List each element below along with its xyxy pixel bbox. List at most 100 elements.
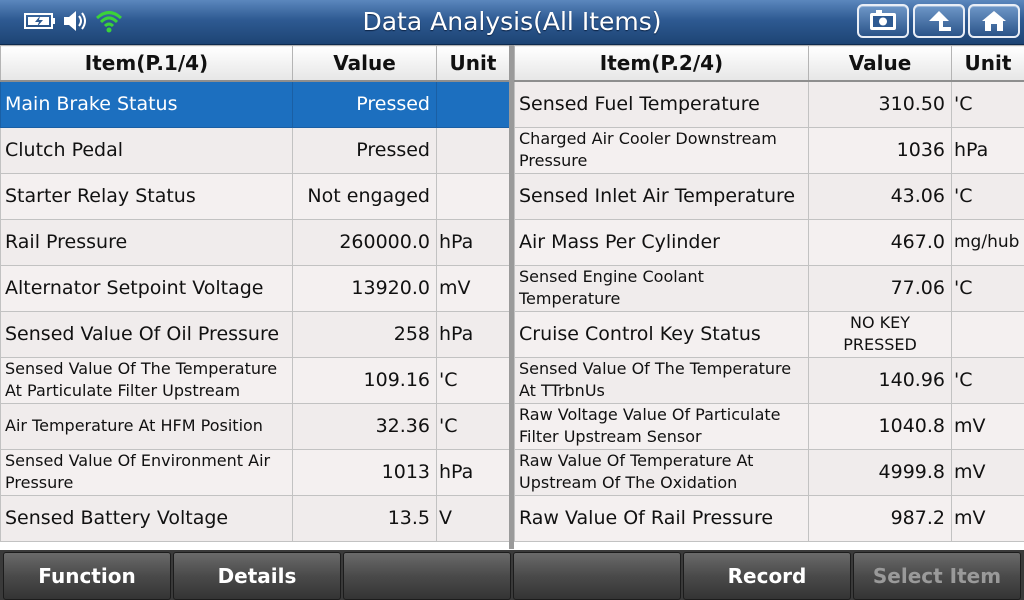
wifi-icon xyxy=(95,9,123,37)
item-unit: 'C xyxy=(951,356,1024,404)
left-data-panel: Item(P.1/4) Value Unit Main Brake Status… xyxy=(0,45,510,549)
column-header-unit: Unit xyxy=(951,45,1024,82)
table-row[interactable]: Raw Voltage Value Of Particulate Filter … xyxy=(514,402,1024,450)
item-name: Clutch Pedal xyxy=(0,126,293,174)
item-value: 1036 xyxy=(808,126,952,174)
item-value: Pressed xyxy=(292,126,437,174)
item-name: Cruise Control Key Status xyxy=(514,310,809,358)
item-unit: 'C xyxy=(951,264,1024,312)
item-name: Starter Relay Status xyxy=(0,172,293,220)
item-name: Main Brake Status xyxy=(0,80,293,128)
item-value: 140.96 xyxy=(808,356,952,404)
table-row[interactable]: Charged Air Cooler Downstream Pressure 1… xyxy=(514,126,1024,174)
item-name: Sensed Value Of The Temperature At Parti… xyxy=(0,356,293,404)
screenshot-icon xyxy=(870,10,896,30)
home-button[interactable] xyxy=(968,4,1020,38)
item-value: 1013 xyxy=(292,448,437,496)
item-unit xyxy=(436,126,510,174)
item-unit: 'C xyxy=(436,356,510,404)
item-unit: mV xyxy=(951,448,1024,496)
item-name: Air Temperature At HFM Position xyxy=(0,402,293,450)
table-row[interactable]: Sensed Engine Coolant Temperature 77.06 … xyxy=(514,264,1024,312)
item-unit: 'C xyxy=(951,172,1024,220)
screenshot-button[interactable] xyxy=(857,4,909,38)
table-row[interactable]: Main Brake Status Pressed xyxy=(0,80,510,128)
select-item-button[interactable]: Select Item xyxy=(853,552,1021,600)
item-unit: hPa xyxy=(951,126,1024,174)
table-row[interactable]: Sensed Value Of The Temperature At Parti… xyxy=(0,356,510,404)
item-unit: mV xyxy=(951,402,1024,450)
bottom-toolbar: Function Details Record Select Item xyxy=(0,550,1024,600)
item-name: Raw Voltage Value Of Particulate Filter … xyxy=(514,402,809,450)
right-data-table: Item(P.2/4) Value Unit Sensed Fuel Tempe… xyxy=(514,45,1024,542)
column-header-value: Value xyxy=(292,45,437,82)
item-name: Raw Value Of Rail Pressure xyxy=(514,494,809,542)
item-unit: hPa xyxy=(436,310,510,358)
item-name: Charged Air Cooler Downstream Pressure xyxy=(514,126,809,174)
table-header-row: Item(P.2/4) Value Unit xyxy=(514,45,1024,82)
item-unit xyxy=(436,80,510,128)
item-unit xyxy=(951,310,1024,358)
item-name: Rail Pressure xyxy=(0,218,293,266)
table-header-row: Item(P.1/4) Value Unit xyxy=(0,45,510,82)
item-name: Sensed Fuel Temperature xyxy=(514,80,809,128)
item-name: Sensed Value Of The Temperature At TTrbn… xyxy=(514,356,809,404)
column-header-item: Item(P.1/4) xyxy=(0,45,293,82)
table-row[interactable]: Sensed Fuel Temperature 310.50 'C xyxy=(514,80,1024,128)
right-data-panel: Item(P.2/4) Value Unit Sensed Fuel Tempe… xyxy=(514,45,1024,549)
item-value: 4999.8 xyxy=(808,448,952,496)
item-name: Sensed Battery Voltage xyxy=(0,494,293,542)
item-unit: mg/hub xyxy=(951,218,1024,266)
item-unit: 'C xyxy=(951,80,1024,128)
table-row[interactable]: Clutch Pedal Pressed xyxy=(0,126,510,174)
table-row[interactable]: Rail Pressure 260000.0 hPa xyxy=(0,218,510,266)
item-name: Raw Value Of Temperature At Upstream Of … xyxy=(514,448,809,496)
title-bar: Data Analysis(All Items) xyxy=(0,0,1024,45)
left-data-table: Item(P.1/4) Value Unit Main Brake Status… xyxy=(0,45,510,542)
blank-button-2[interactable] xyxy=(513,552,681,600)
item-value: 13920.0 xyxy=(292,264,437,312)
table-row[interactable]: Cruise Control Key Status NO KEY PRESSED xyxy=(514,310,1024,358)
table-row[interactable]: Alternator Setpoint Voltage 13920.0 mV xyxy=(0,264,510,312)
table-row[interactable]: Raw Value Of Temperature At Upstream Of … xyxy=(514,448,1024,496)
item-value: NO KEY PRESSED xyxy=(808,310,952,358)
table-row[interactable]: Raw Value Of Rail Pressure 987.2 mV xyxy=(514,494,1024,542)
table-row[interactable]: Air Temperature At HFM Position 32.36 'C xyxy=(0,402,510,450)
item-name: Air Mass Per Cylinder xyxy=(514,218,809,266)
table-row[interactable]: Sensed Value Of Environment Air Pressure… xyxy=(0,448,510,496)
item-value: Pressed xyxy=(292,80,437,128)
item-value: 43.06 xyxy=(808,172,952,220)
item-name: Sensed Value Of Oil Pressure xyxy=(0,310,293,358)
home-icon xyxy=(982,11,1006,31)
item-value: 77.06 xyxy=(808,264,952,312)
item-unit: hPa xyxy=(436,448,510,496)
details-button[interactable]: Details xyxy=(173,552,341,600)
item-value: 109.16 xyxy=(292,356,437,404)
blank-button-1[interactable] xyxy=(343,552,511,600)
item-unit: mV xyxy=(951,494,1024,542)
item-value: 310.50 xyxy=(808,80,952,128)
table-row[interactable]: Sensed Value Of Oil Pressure 258 hPa xyxy=(0,310,510,358)
item-unit: hPa xyxy=(436,218,510,266)
item-unit: V xyxy=(436,494,510,542)
item-unit: mV xyxy=(436,264,510,312)
table-row[interactable]: Sensed Value Of The Temperature At TTrbn… xyxy=(514,356,1024,404)
record-button[interactable]: Record xyxy=(683,552,851,600)
item-unit xyxy=(436,172,510,220)
item-value: Not engaged xyxy=(292,172,437,220)
function-button[interactable]: Function xyxy=(3,552,171,600)
column-header-item: Item(P.2/4) xyxy=(514,45,809,82)
back-button[interactable] xyxy=(913,4,965,38)
table-row[interactable]: Sensed Inlet Air Temperature 43.06 'C xyxy=(514,172,1024,220)
item-value: 987.2 xyxy=(808,494,952,542)
item-value: 13.5 xyxy=(292,494,437,542)
table-row[interactable]: Air Mass Per Cylinder 467.0 mg/hub xyxy=(514,218,1024,266)
table-row[interactable]: Sensed Battery Voltage 13.5 V xyxy=(0,494,510,542)
table-row[interactable]: Starter Relay Status Not engaged xyxy=(0,172,510,220)
item-value: 467.0 xyxy=(808,218,952,266)
page-title: Data Analysis(All Items) xyxy=(362,7,662,36)
item-name: Sensed Engine Coolant Temperature xyxy=(514,264,809,312)
column-header-unit: Unit xyxy=(436,45,510,82)
back-arrow-icon xyxy=(929,11,951,31)
item-name: Sensed Value Of Environment Air Pressure xyxy=(0,448,293,496)
